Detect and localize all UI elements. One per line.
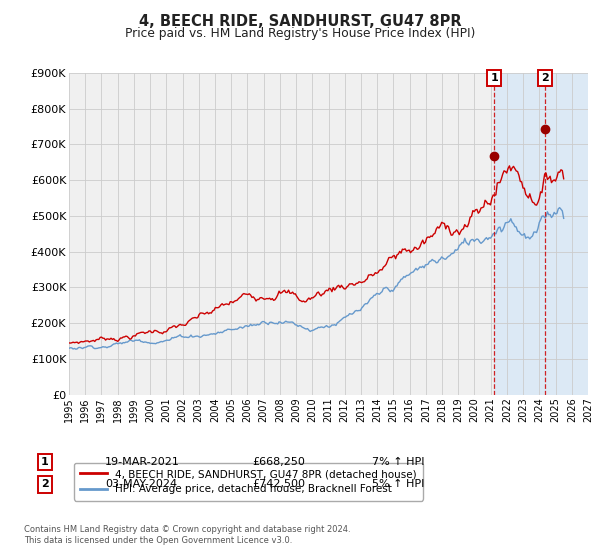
Bar (494, 73, 588, 395)
Legend: 4, BEECH RIDE, SANDHURST, GU47 8PR (detached house), HPI: Average price, detache: 4, BEECH RIDE, SANDHURST, GU47 8PR (deta… (74, 463, 423, 501)
Text: 2: 2 (41, 479, 49, 489)
Text: £742,500: £742,500 (252, 479, 305, 489)
Text: 4, BEECH RIDE, SANDHURST, GU47 8PR: 4, BEECH RIDE, SANDHURST, GU47 8PR (139, 14, 461, 29)
Text: 19-MAR-2021: 19-MAR-2021 (105, 457, 180, 467)
Text: This data is licensed under the Open Government Licence v3.0.: This data is licensed under the Open Gov… (24, 536, 292, 545)
Text: £668,250: £668,250 (252, 457, 305, 467)
Text: 2: 2 (541, 73, 549, 83)
Text: 5% ↑ HPI: 5% ↑ HPI (372, 479, 424, 489)
Text: 7% ↑ HPI: 7% ↑ HPI (372, 457, 425, 467)
Text: 1: 1 (41, 457, 49, 467)
Text: 03-MAY-2024: 03-MAY-2024 (105, 479, 177, 489)
Text: Price paid vs. HM Land Registry's House Price Index (HPI): Price paid vs. HM Land Registry's House … (125, 27, 475, 40)
Text: Contains HM Land Registry data © Crown copyright and database right 2024.: Contains HM Land Registry data © Crown c… (24, 525, 350, 534)
Text: 1: 1 (490, 73, 498, 83)
